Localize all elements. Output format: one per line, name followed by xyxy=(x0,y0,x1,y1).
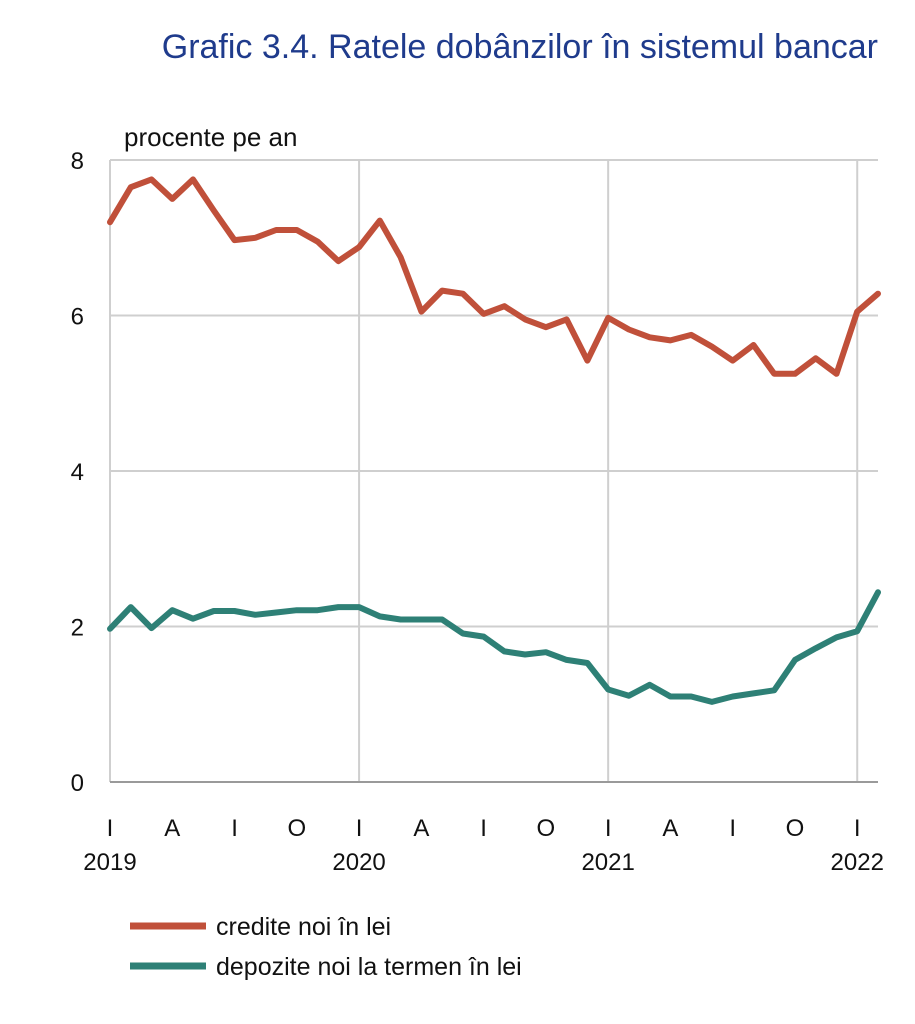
x-tick-label: O xyxy=(287,815,306,842)
year-labels: 2019 2020 2021 2022 xyxy=(83,849,884,876)
x-tick-label: A xyxy=(413,815,429,842)
series-line-depozite xyxy=(107,589,881,705)
x-tick-label: I xyxy=(605,815,612,842)
x-tick-label: O xyxy=(537,815,556,842)
x-tick-label: A xyxy=(164,815,180,842)
y-tick-label: 0 xyxy=(71,770,84,797)
year-label: 2022 xyxy=(831,849,884,876)
x-tick-label: A xyxy=(662,815,678,842)
series-lines xyxy=(107,176,881,705)
x-tick-label: I xyxy=(356,815,363,842)
legend-label-credite: credite noi în lei xyxy=(216,913,391,941)
year-label: 2019 xyxy=(83,849,136,876)
y-tick-label: 8 xyxy=(71,148,84,175)
gridlines xyxy=(109,159,878,783)
legend: credite noi în lei depozite noi la terme… xyxy=(130,913,522,981)
x-tick-label: O xyxy=(786,815,805,842)
chart-title: Grafic 3.4. Ratele dobânzilor în sistemu… xyxy=(161,28,878,66)
y-tick-label: 4 xyxy=(71,459,84,486)
x-tick-label: I xyxy=(107,815,114,842)
x-tick-label: I xyxy=(231,815,238,842)
y-tick-labels: 0 2 4 6 8 xyxy=(71,148,84,797)
x-tick-label: I xyxy=(480,815,487,842)
y-tick-label: 2 xyxy=(71,615,84,642)
x-tick-label: I xyxy=(729,815,736,842)
year-label: 2021 xyxy=(581,849,634,876)
series-line-credite xyxy=(107,176,881,377)
year-label: 2020 xyxy=(332,849,385,876)
y-tick-label: 6 xyxy=(71,304,84,331)
x-tick-label: I xyxy=(854,815,861,842)
y-unit-label: procente pe an xyxy=(124,122,297,152)
legend-label-depozite: depozite noi la termen în lei xyxy=(216,953,522,981)
